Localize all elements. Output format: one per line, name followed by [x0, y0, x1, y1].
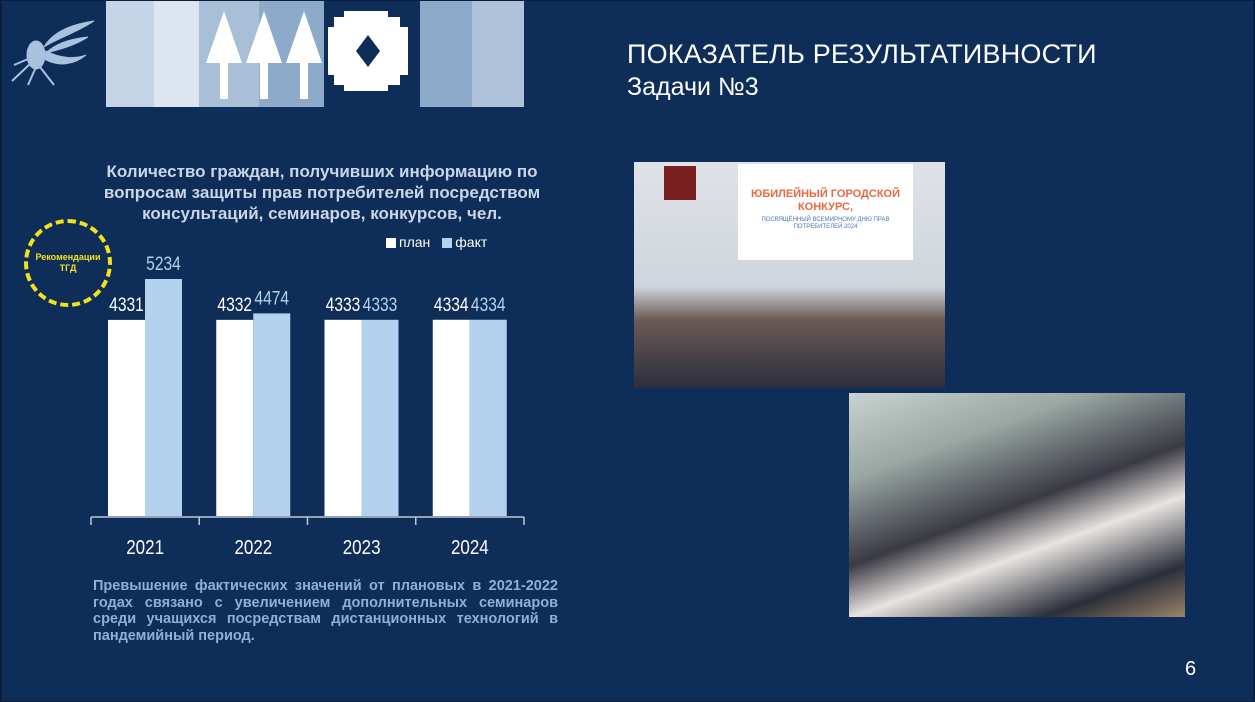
legend-item-plan: план: [386, 234, 430, 250]
data-label-plan-2021: 4331: [109, 293, 144, 315]
badge-line2: ТГД: [59, 263, 77, 273]
data-label-fact-2023: 4333: [363, 293, 398, 315]
decorative-header-strips: [106, 1, 524, 107]
page-title: ПОКАЗАТЕЛЬ РЕЗУЛЬТАТИВНОСТИ: [627, 39, 1097, 69]
chart-note: Превышение фактических значений от плано…: [93, 578, 558, 644]
chart-legend: план факт: [386, 234, 487, 250]
legend-label-plan: план: [399, 234, 431, 250]
bar-plan-2022: [216, 319, 254, 516]
mosquito-logo-icon: [11, 20, 95, 86]
bar-plan-2023: [324, 319, 362, 516]
bar-plan-2021: [108, 319, 145, 516]
ornament-icon: [328, 11, 408, 91]
legend-swatch-fact: [442, 238, 453, 248]
legend-label-fact: факт: [455, 234, 488, 250]
x-tick-label-2022: 2022: [234, 536, 272, 559]
banner-title: ЮБИЛЕЙНЫЙ ГОРОДСКОЙ КОНКУРС,: [751, 188, 900, 213]
x-tick-label-2023: 2023: [343, 536, 381, 559]
data-label-plan-2022: 4332: [217, 293, 252, 315]
data-label-plan-2024: 4334: [434, 293, 469, 315]
legend-item-fact: факт: [442, 234, 487, 250]
data-label-plan-2023: 4333: [326, 293, 361, 315]
banner-subtitle: ПОСВЯЩЁННЫЙ ВСЕМИРНОМУ ДНЮ ПРАВ ПОТРЕБИТ…: [761, 217, 890, 230]
badge-line1: Рекомендации: [35, 252, 101, 262]
coat-of-arms-icon: [664, 166, 696, 200]
legend-swatch-plan: [386, 238, 396, 248]
photo-award-ceremony: ЮБИЛЕЙНЫЙ ГОРОДСКОЙ КОНКУРС, ПОСВЯЩЁННЫЙ…: [634, 162, 945, 388]
bar-fact-2023: [361, 319, 399, 516]
bar-fact-2024: [469, 319, 507, 516]
bar-fact-2021: [145, 279, 182, 516]
x-tick-label-2021: 2021: [126, 536, 164, 559]
data-label-fact-2024: 4334: [471, 293, 506, 315]
x-tick-label-2024: 2024: [451, 536, 489, 559]
chart-title: Количество граждан, получивших информаци…: [103, 162, 541, 223]
data-label-fact-2022: 4474: [254, 287, 289, 309]
photo-banner: ЮБИЛЕЙНЫЙ ГОРОДСКОЙ КОНКУРС, ПОСВЯЩЁННЫЙ…: [738, 164, 913, 260]
bar-plan-2024: [432, 319, 470, 516]
page-number: 6: [1185, 658, 1197, 680]
photo-students-seminar: [849, 393, 1185, 617]
bar-fact-2022: [253, 313, 291, 516]
page-subtitle: Задачи №3: [627, 73, 759, 101]
data-label-fact-2021: 5234: [146, 253, 181, 275]
recommendations-badge: Рекомендации ТГД: [24, 219, 112, 307]
